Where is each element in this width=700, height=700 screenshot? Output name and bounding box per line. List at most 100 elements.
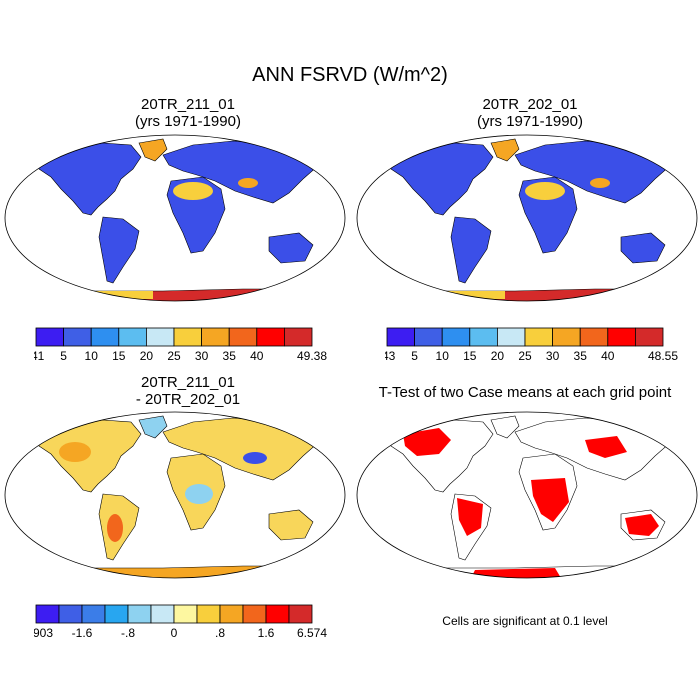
map-diff-australia bbox=[268, 509, 314, 541]
colorbar-diff-label-3: 0 bbox=[171, 626, 178, 639]
colorbar-diff-swatch-8 bbox=[219, 604, 244, 624]
map-case1-antarctica-west bbox=[93, 291, 153, 299]
colorbar-case2-label-0: .43 bbox=[385, 349, 396, 362]
map-case2-australia bbox=[620, 232, 666, 264]
map-case1-tibet-high bbox=[238, 178, 258, 188]
colorbar-case2-swatch-3 bbox=[469, 327, 498, 347]
colorbar-case2-swatch-4 bbox=[497, 327, 526, 347]
map-ttest-sig-south-america bbox=[457, 498, 483, 536]
colorbar-case2-swatch-2 bbox=[441, 327, 471, 347]
colorbar-case1-swatch-6 bbox=[201, 327, 230, 347]
map-case1-border bbox=[4, 134, 346, 302]
map-case1-australia bbox=[268, 232, 314, 264]
map-case1-sahara-high bbox=[173, 182, 213, 200]
map-case1-south-america bbox=[98, 216, 140, 284]
colorbar-diff: -9.903 -1.6 -.8 0 .8 1.6 6.574 bbox=[34, 604, 327, 639]
colorbar-case1-swatch-2 bbox=[90, 327, 120, 347]
panel-title-ttest: T-Test of two Case means at each grid po… bbox=[378, 384, 672, 401]
colorbar-case1-swatch-8 bbox=[256, 327, 285, 347]
colorbar-case1: .41 5 10 15 20 25 30 35 40 49.38 bbox=[34, 327, 327, 362]
map-case1-north-america bbox=[38, 142, 142, 216]
map-case2-antarctica-west bbox=[445, 291, 505, 299]
map-ttest-sig-asia bbox=[585, 436, 627, 458]
map-case2-sahara-high bbox=[525, 182, 565, 200]
colorbar-diff-swatch-5 bbox=[150, 604, 175, 624]
map-ttest-sig-africa bbox=[531, 478, 569, 522]
colorbar-case2-swatch-6 bbox=[552, 327, 581, 347]
colorbar-case2-swatch-5 bbox=[524, 327, 554, 347]
panel-title-diff-case2: - 20TR_202_01 bbox=[135, 391, 241, 408]
panel-title-case1-years: (yrs 1971-1990) bbox=[135, 113, 241, 130]
map-diff-border bbox=[4, 411, 346, 579]
colorbar-case1-label-4: 20 bbox=[140, 349, 154, 362]
panel-title-case2-years: (yrs 1971-1990) bbox=[477, 113, 583, 130]
colorbar-case1-swatch-9 bbox=[283, 327, 313, 347]
map-diff-greenland bbox=[138, 415, 168, 439]
map-ttest-sig-north-america bbox=[403, 428, 451, 456]
colorbar-case2-label-9: 48.55 bbox=[648, 349, 678, 362]
colorbar-case2-swatch-9 bbox=[634, 327, 664, 347]
colorbar-case1-label-7: 35 bbox=[223, 349, 237, 362]
colorbar-diff-swatch-2 bbox=[81, 604, 106, 624]
colorbar-diff-swatch-4 bbox=[127, 604, 152, 624]
panel-title-case2: 20TR_202_01 (yrs 1971-1990) bbox=[370, 96, 690, 130]
map-diff-africa-cool bbox=[185, 484, 213, 504]
colorbar-case1-label-0: .41 bbox=[34, 349, 45, 362]
colorbar-diff-swatch-11 bbox=[288, 604, 313, 624]
colorbar-case1-swatch-4 bbox=[146, 327, 175, 347]
colorbar-diff-swatch-9 bbox=[242, 604, 267, 624]
colorbar-case2-swatch-8 bbox=[607, 327, 636, 347]
colorbar-case1-swatch-7 bbox=[228, 327, 258, 347]
colorbar-diff-label-5: 1.6 bbox=[258, 626, 275, 639]
panel-title-case1: 20TR_211_01 (yrs 1971-1990) bbox=[28, 96, 348, 130]
colorbar-case1-swatch-5 bbox=[173, 327, 203, 347]
map-case2-border bbox=[356, 134, 698, 302]
map-ttest-sig-australia bbox=[625, 514, 659, 536]
colorbar-case1-swatch-1 bbox=[63, 327, 92, 347]
map-ttest-border bbox=[356, 411, 698, 579]
colorbar-case2-swatch-1 bbox=[414, 327, 443, 347]
colorbar-diff-swatch-3 bbox=[104, 604, 129, 624]
colorbar-case1-swatch-3 bbox=[118, 327, 147, 347]
colorbar-diff-label-4: .8 bbox=[215, 626, 225, 639]
colorbar-case2-label-7: 35 bbox=[574, 349, 588, 362]
map-ttest-sig-antarctica bbox=[471, 568, 561, 578]
colorbar-case2-swatch-7 bbox=[579, 327, 609, 347]
map-diff-north-america bbox=[38, 419, 142, 493]
map-case2-south-america bbox=[450, 216, 492, 284]
colorbar-diff-swatch-6 bbox=[173, 604, 198, 624]
map-case2-north-america bbox=[390, 142, 494, 216]
map-ttest bbox=[356, 411, 698, 579]
colorbar-case2-label-4: 20 bbox=[491, 349, 505, 362]
map-case1 bbox=[4, 134, 346, 302]
colorbar-case1-swatch-0 bbox=[35, 327, 65, 347]
colorbar-diff-label-1: -1.6 bbox=[72, 626, 93, 639]
colorbar-case2-label-8: 40 bbox=[601, 349, 615, 362]
figure-title: ANN FSRVD (W/m^2) bbox=[252, 64, 448, 86]
map-diff-na-warm bbox=[59, 442, 91, 462]
colorbar-case1-label-5: 25 bbox=[167, 349, 181, 362]
colorbar-case2-label-2: 10 bbox=[436, 349, 450, 362]
colorbar-case1-label-2: 10 bbox=[85, 349, 99, 362]
panel-title-diff: 20TR_211_01 - 20TR_202_01 bbox=[28, 374, 348, 408]
colorbar-case1-label-8: 40 bbox=[250, 349, 264, 362]
colorbar-diff-label-6: 6.574 bbox=[297, 626, 327, 639]
map-ttest-significant-cells bbox=[403, 428, 659, 578]
colorbar-diff-label-2: -.8 bbox=[121, 626, 135, 639]
colorbar-case2-label-6: 30 bbox=[546, 349, 560, 362]
colorbar-case1-label-1: 5 bbox=[60, 349, 67, 362]
colorbar-case1-label-3: 15 bbox=[112, 349, 126, 362]
colorbar-case2-label-3: 15 bbox=[463, 349, 477, 362]
map-case1-greenland bbox=[138, 138, 168, 162]
panel-title-case2-name: 20TR_202_01 bbox=[482, 96, 578, 113]
colorbar-diff-swatch-0 bbox=[35, 604, 60, 624]
map-diff-sa-warm bbox=[107, 514, 123, 542]
map-case2-greenland bbox=[490, 138, 520, 162]
map-diff bbox=[4, 411, 346, 579]
colorbar-case2-label-1: 5 bbox=[411, 349, 418, 362]
colorbar-case2: .43 5 10 15 20 25 30 35 40 48.55 bbox=[385, 327, 678, 362]
colorbar-diff-label-0: -9.903 bbox=[34, 626, 53, 639]
colorbar-diff-swatch-10 bbox=[265, 604, 290, 624]
significance-note: Cells are significant at 0.1 level bbox=[442, 614, 608, 628]
colorbar-case1-label-6: 30 bbox=[195, 349, 209, 362]
